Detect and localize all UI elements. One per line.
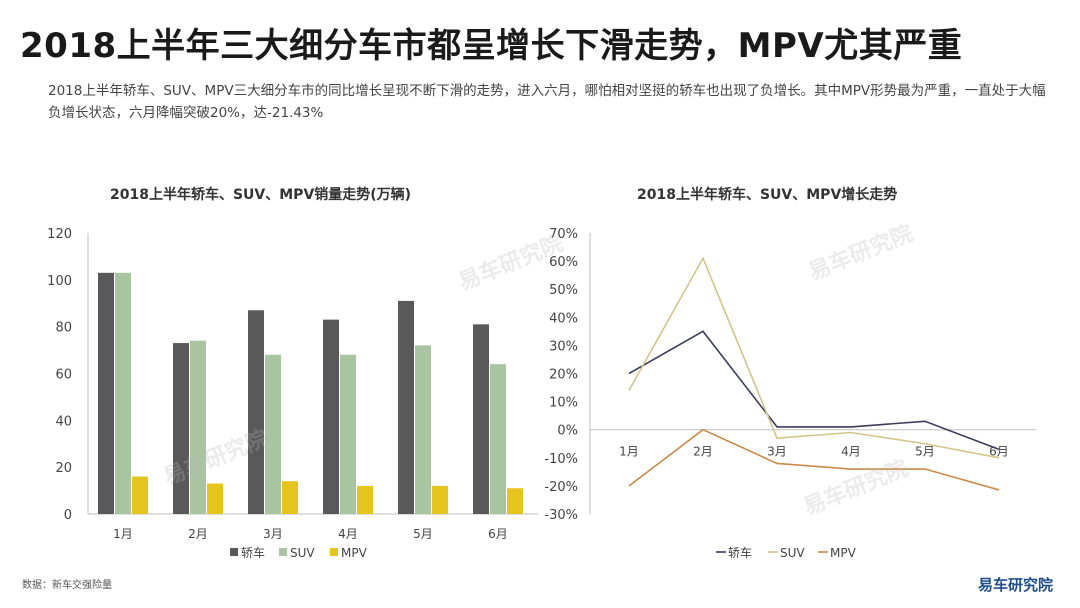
bar-x-tick-label: 1月 — [113, 527, 133, 541]
bar-y-tick-label: 120 — [47, 227, 72, 242]
line-x-tick-label: 3月 — [767, 445, 787, 459]
line-y-tick-label: 60% — [549, 255, 578, 270]
page-title: 2018上半年三大细分车市都呈增长下滑走势，MPV尤其严重 — [20, 26, 963, 66]
line-y-tick-label: 30% — [549, 339, 578, 354]
bar-x-tick-label: 2月 — [188, 527, 208, 541]
bar-suv — [340, 354, 356, 514]
legend-label: 轿车 — [241, 545, 265, 560]
bar-suv — [415, 345, 431, 514]
series-line-sedan — [628, 330, 1000, 451]
bar-mpv — [132, 476, 148, 514]
legend-swatch — [330, 548, 338, 556]
line-x-tick-label: 1月 — [619, 445, 639, 459]
bar-chart-title: 2018上半年轿车、SUV、MPV销量走势(万辆) — [110, 187, 412, 203]
bar-sedan — [473, 324, 489, 514]
line-y-tick-label: 50% — [549, 283, 578, 298]
line-y-tick-label: 10% — [549, 396, 578, 411]
bar-y-tick-label: 60 — [55, 368, 72, 383]
bar-mpv — [507, 488, 523, 514]
bar-x-tick-label: 5月 — [413, 527, 433, 541]
bar-y-tick-label: 40 — [55, 414, 72, 429]
bar-y-tick-label: 20 — [55, 461, 72, 476]
bar-sedan — [173, 343, 189, 514]
bar-x-tick-label: 3月 — [263, 527, 283, 541]
bar-suv — [490, 364, 506, 514]
line-x-tick-label: 5月 — [915, 445, 935, 459]
legend-swatch — [230, 548, 238, 556]
bar-x-tick-label: 4月 — [338, 527, 358, 541]
bar-y-tick-label: 0 — [64, 508, 72, 523]
legend-label: MPV — [830, 546, 857, 560]
bar-suv — [115, 272, 131, 514]
page-subtitle: 2018上半年轿车、SUV、MPV三大细分车市的同比增长呈现不断下滑的走势，进入… — [48, 83, 1046, 121]
bar-sedan — [98, 272, 114, 514]
line-y-tick-label: -20% — [544, 480, 578, 495]
legend-label: SUV — [780, 546, 805, 560]
bar-suv — [265, 354, 281, 514]
line-y-tick-label: 70% — [549, 227, 578, 242]
bar-mpv — [432, 485, 448, 514]
line-x-tick-label: 2月 — [693, 445, 713, 459]
data-source: 数据：新车交强险量 — [22, 580, 112, 591]
line-y-tick-label: 40% — [549, 311, 578, 326]
bar-sedan — [398, 300, 414, 514]
line-y-tick-label: 0% — [557, 424, 578, 439]
line-x-tick-label: 4月 — [841, 445, 861, 459]
bar-sedan — [248, 310, 264, 514]
bar-suv — [190, 340, 206, 514]
series-line-suv — [628, 256, 1000, 459]
bar-y-tick-label: 100 — [47, 274, 72, 289]
bar-mpv — [207, 483, 223, 514]
bar-y-tick-label: 80 — [55, 321, 72, 336]
series-line-mpv — [628, 428, 1000, 491]
line-y-tick-label: -30% — [544, 508, 578, 523]
legend-label: SUV — [290, 546, 315, 560]
legend-swatch — [279, 548, 287, 556]
line-y-tick-label: 20% — [549, 368, 578, 383]
brand-logo: 易车研究院 — [978, 576, 1054, 594]
legend-label: 轿车 — [728, 545, 752, 560]
bar-sedan — [323, 319, 339, 514]
bar-mpv — [282, 481, 298, 514]
line-chart-title: 2018上半年轿车、SUV、MPV增长走势 — [637, 187, 898, 203]
legend-label: MPV — [341, 546, 368, 560]
line-y-tick-label: -10% — [544, 452, 578, 467]
bar-x-tick-label: 6月 — [488, 527, 508, 541]
bar-mpv — [357, 485, 373, 514]
